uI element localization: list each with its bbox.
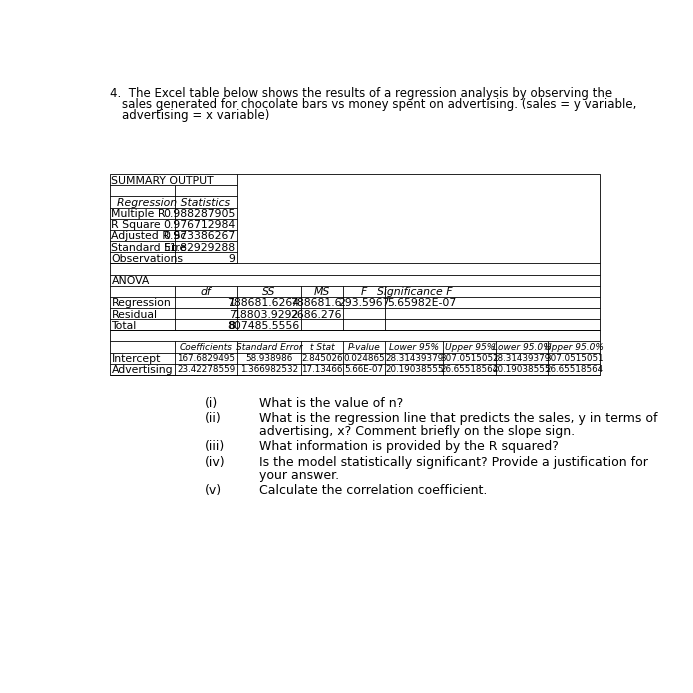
Text: 0.976712984: 0.976712984 (164, 220, 236, 230)
Text: What is the regression line that predicts the sales, y in terms of: What is the regression line that predict… (258, 412, 657, 425)
Text: 58.938986: 58.938986 (245, 354, 292, 363)
Text: 20.19038555: 20.19038555 (493, 365, 551, 374)
Text: 1.366982532: 1.366982532 (240, 365, 298, 374)
Bar (110, 174, 600, 375)
Text: 26.65518564: 26.65518564 (441, 365, 499, 374)
Text: 9: 9 (229, 254, 236, 264)
Text: 0.988287905: 0.988287905 (163, 209, 236, 219)
Text: R Square: R Square (112, 220, 161, 230)
Text: Coefficients: Coefficients (179, 343, 233, 352)
Text: Standard Erre: Standard Erre (112, 243, 186, 252)
Text: (ii): (ii) (204, 412, 221, 425)
Text: Upper 95.0%: Upper 95.0% (545, 343, 604, 352)
Text: advertising, x? Comment briefly on the slope sign.: advertising, x? Comment briefly on the s… (258, 425, 574, 438)
Text: 17.13466: 17.13466 (301, 365, 343, 374)
Text: Advertising: Advertising (112, 365, 173, 376)
Text: Intercept: Intercept (112, 354, 161, 365)
Text: Residual: Residual (112, 310, 157, 319)
Text: 1: 1 (229, 299, 236, 308)
Text: What information is provided by the R squared?: What information is provided by the R sq… (258, 441, 559, 453)
Text: Calculate the correlation coefficient.: Calculate the correlation coefficient. (258, 484, 487, 498)
Text: Observations: Observations (112, 254, 184, 264)
Text: (iv): (iv) (204, 456, 225, 469)
Text: 307.0515051: 307.0515051 (440, 354, 499, 363)
Text: 5.65982E-07: 5.65982E-07 (387, 299, 456, 308)
Text: Upper 95%: Upper 95% (444, 343, 495, 352)
Text: 788681.6: 788681.6 (290, 299, 342, 308)
Text: F: F (361, 287, 367, 297)
Text: Significance F: Significance F (376, 287, 452, 297)
Text: Regression: Regression (112, 299, 171, 308)
Text: SUMMARY OUTPUT: SUMMARY OUTPUT (112, 175, 214, 186)
Text: 8: 8 (229, 321, 236, 331)
Text: ANOVA: ANOVA (112, 276, 150, 286)
Text: 293.5967: 293.5967 (338, 299, 390, 308)
Text: (v): (v) (204, 484, 222, 498)
Text: 5.66E-07: 5.66E-07 (344, 365, 384, 374)
Text: 0.973386267: 0.973386267 (164, 231, 236, 241)
Text: MS: MS (314, 287, 331, 297)
Text: 20.19038555: 20.19038555 (385, 365, 444, 374)
Text: df: df (201, 287, 211, 297)
Text: advertising = x variable): advertising = x variable) (122, 109, 270, 121)
Text: 167.6829495: 167.6829495 (177, 354, 235, 363)
Text: 307.0515051: 307.0515051 (545, 354, 604, 363)
Text: 26.65518564: 26.65518564 (545, 365, 604, 374)
Text: Multiple R: Multiple R (112, 209, 166, 219)
Text: Regression Statistics: Regression Statistics (117, 198, 230, 208)
Text: your answer.: your answer. (258, 469, 339, 482)
Text: Standard Error: Standard Error (236, 343, 302, 352)
Text: (i): (i) (204, 396, 218, 410)
Text: (iii): (iii) (204, 441, 225, 453)
Text: 23.42278559: 23.42278559 (177, 365, 236, 374)
Text: Lower 95%: Lower 95% (389, 343, 439, 352)
Text: 28.31439379: 28.31439379 (385, 354, 444, 363)
Text: 7: 7 (229, 310, 236, 319)
Text: Is the model statistically significant? Provide a justification for: Is the model statistically significant? … (258, 456, 647, 469)
Text: 4.  The Excel table below shows the results of a regression analysis by observin: 4. The Excel table below shows the resul… (110, 87, 612, 100)
Text: Lower 95.0%: Lower 95.0% (493, 343, 551, 352)
Text: Adjusted R Sc: Adjusted R Sc (112, 231, 187, 241)
Text: 28.31439379: 28.31439379 (493, 354, 551, 363)
Text: 18803.9292: 18803.9292 (234, 310, 299, 319)
Text: 2686.276: 2686.276 (290, 310, 342, 319)
Text: What is the value of n?: What is the value of n? (258, 396, 403, 410)
Text: 51.82929288: 51.82929288 (164, 243, 236, 252)
Text: 807485.5556: 807485.5556 (227, 321, 299, 331)
Text: SS: SS (263, 287, 276, 297)
Text: t Stat: t Stat (310, 343, 335, 352)
Text: sales generated for chocolate bars vs money spent on advertising. (sales = y var: sales generated for chocolate bars vs mo… (122, 98, 637, 111)
Text: Total: Total (112, 321, 137, 331)
Text: 0.024865: 0.024865 (344, 354, 385, 363)
Text: P-value: P-value (348, 343, 380, 352)
Text: 2.845026: 2.845026 (301, 354, 343, 363)
Text: 788681.6264: 788681.6264 (227, 299, 299, 308)
